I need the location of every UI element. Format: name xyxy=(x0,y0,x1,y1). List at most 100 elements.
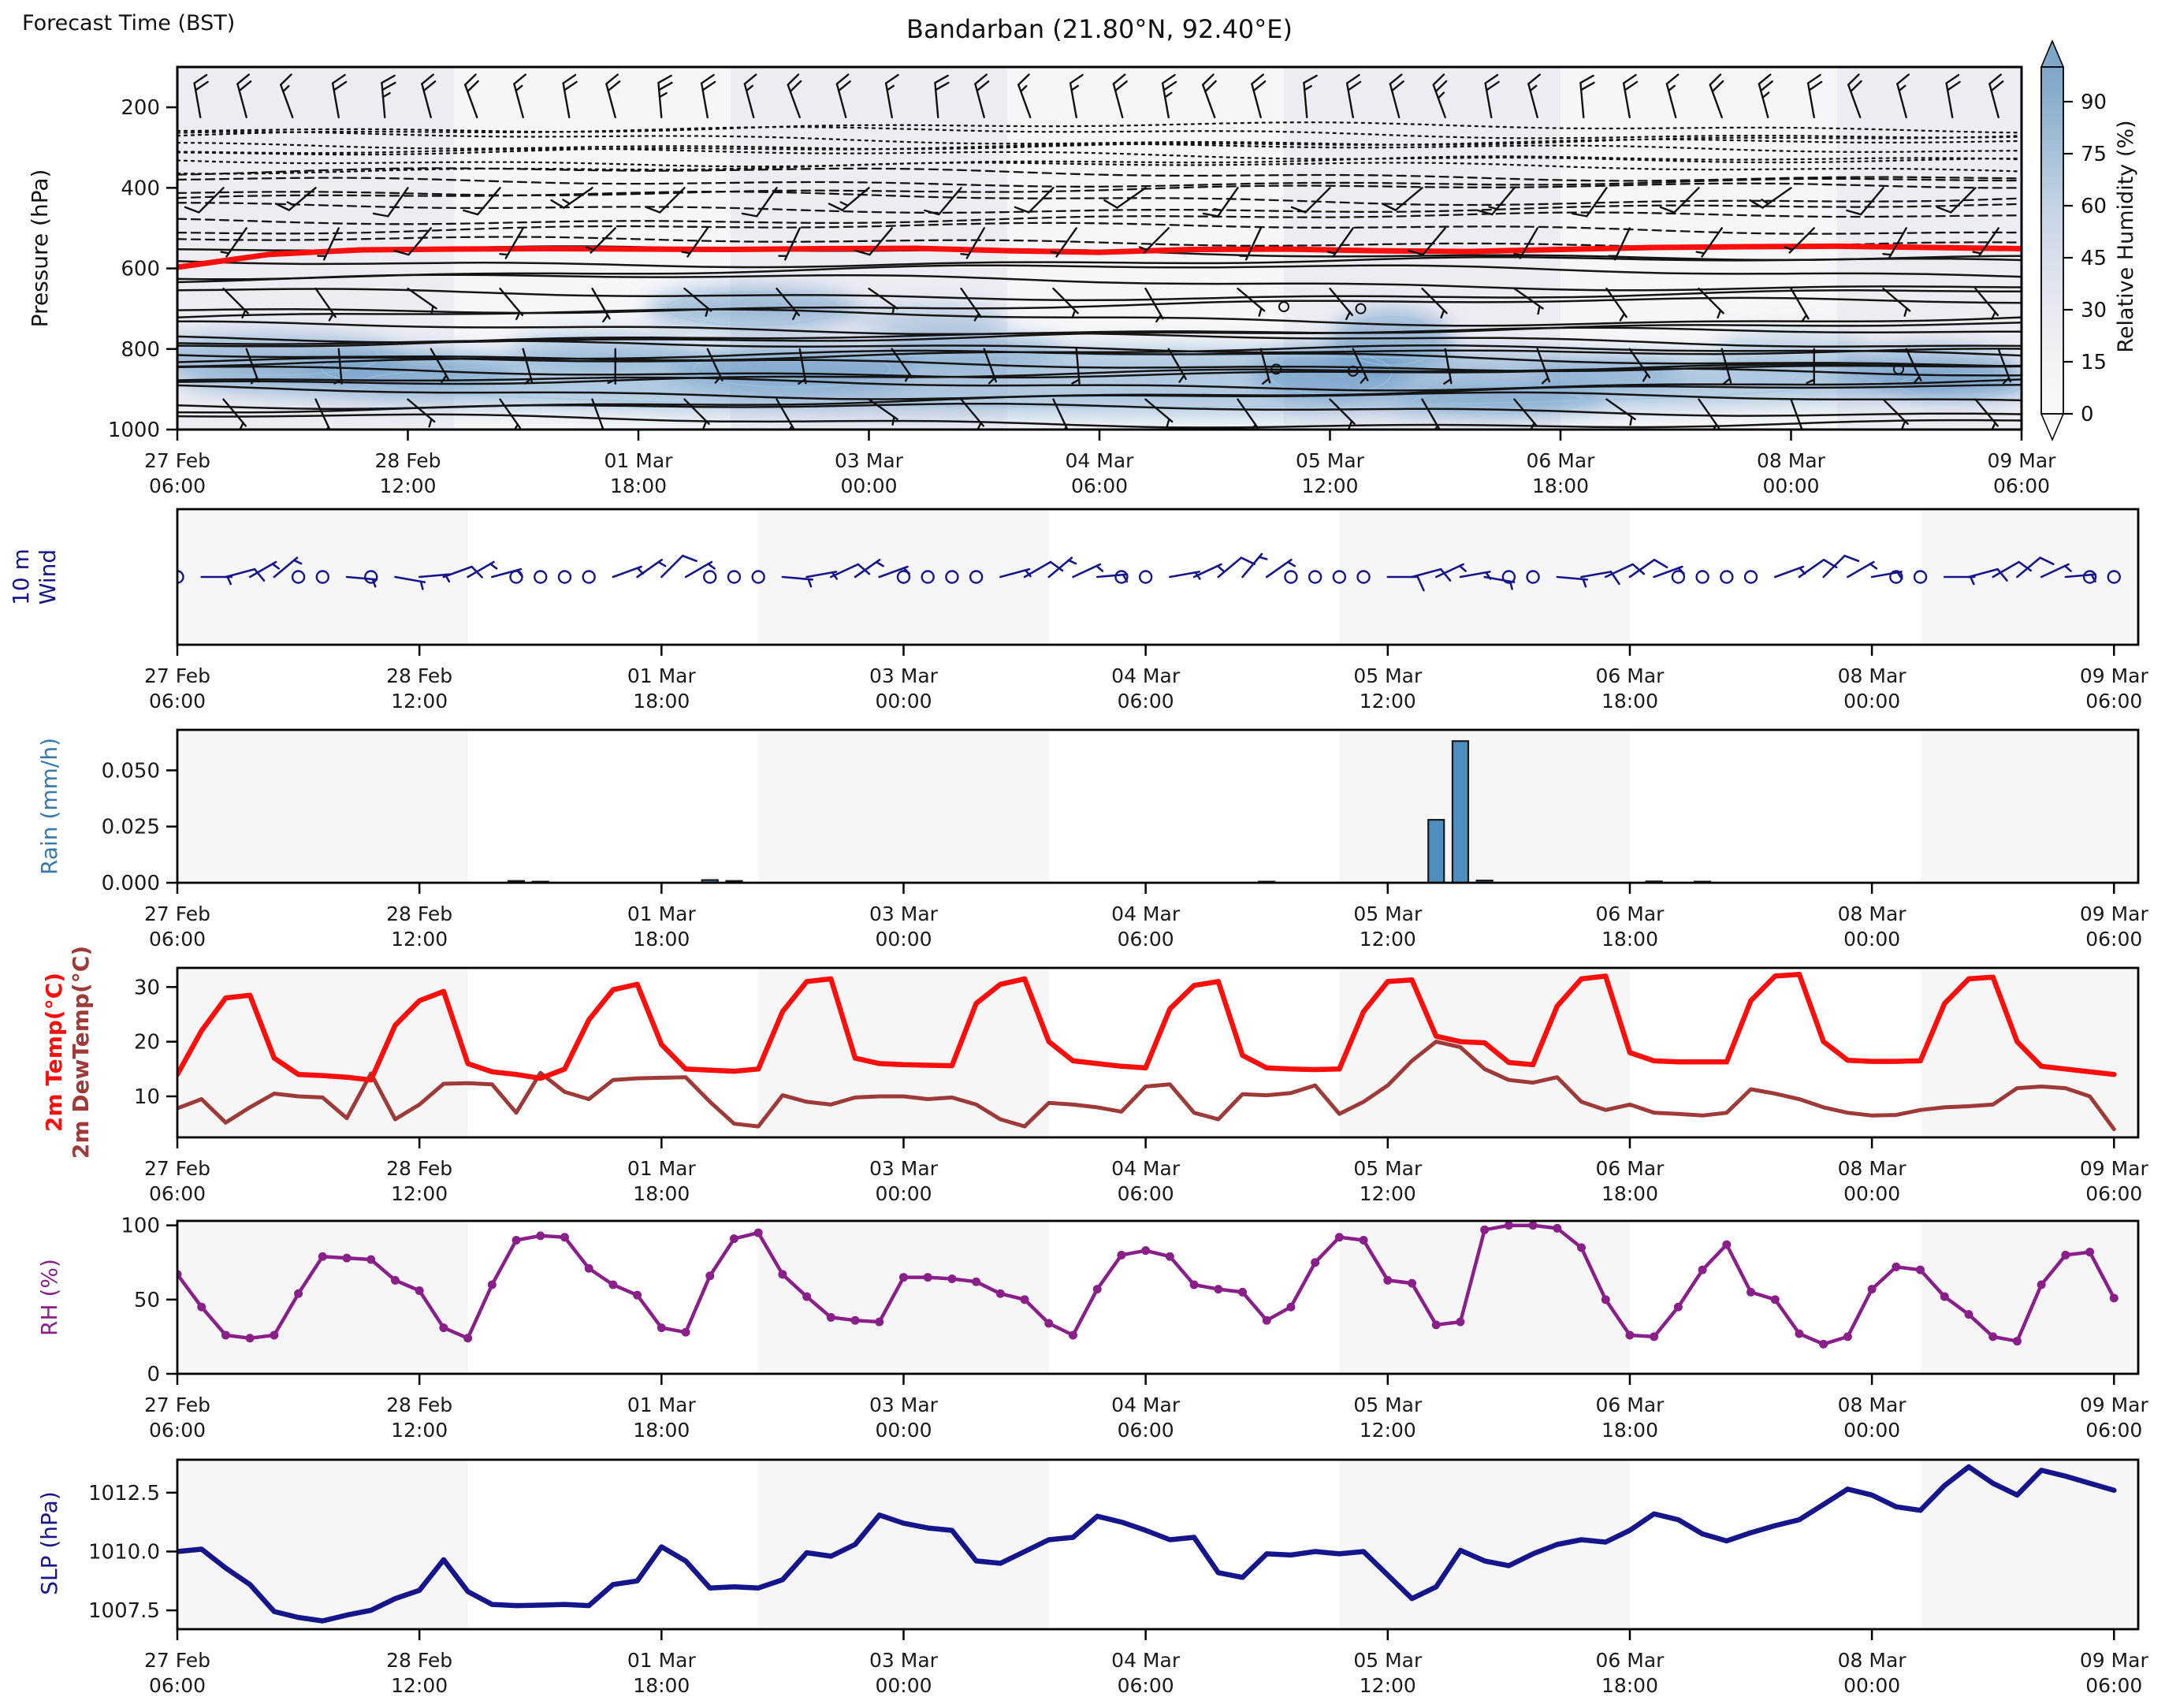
svg-text:27 Feb: 27 Feb xyxy=(144,1649,210,1672)
temp-axis-label: 2m Temp(°C) xyxy=(41,973,67,1132)
svg-text:06:00: 06:00 xyxy=(149,1182,206,1205)
svg-text:1010.0: 1010.0 xyxy=(88,1540,160,1564)
svg-text:12:00: 12:00 xyxy=(1360,1674,1416,1697)
svg-text:1000: 1000 xyxy=(108,419,160,442)
svg-text:12:00: 12:00 xyxy=(391,1674,448,1697)
svg-text:27 Feb: 27 Feb xyxy=(144,449,210,472)
svg-text:00:00: 00:00 xyxy=(1843,690,1900,713)
svg-text:12:00: 12:00 xyxy=(391,928,448,951)
svg-text:04 Mar: 04 Mar xyxy=(1066,449,1135,472)
svg-text:06:00: 06:00 xyxy=(1071,474,1128,497)
svg-text:09 Mar: 09 Mar xyxy=(2080,664,2149,687)
svg-text:03 Mar: 03 Mar xyxy=(869,1157,939,1180)
svg-text:00:00: 00:00 xyxy=(875,690,932,713)
svg-text:05 Mar: 05 Mar xyxy=(1353,902,1423,925)
svg-text:00:00: 00:00 xyxy=(1843,1182,1900,1205)
svg-text:0: 0 xyxy=(2081,403,2094,426)
svg-text:08 Mar: 08 Mar xyxy=(1838,1157,1907,1180)
svg-text:09 Mar: 09 Mar xyxy=(1988,449,2057,472)
svg-text:00:00: 00:00 xyxy=(1762,474,1819,497)
svg-text:01 Mar: 01 Mar xyxy=(627,1157,697,1180)
svg-text:60: 60 xyxy=(2081,195,2107,218)
svg-text:03 Mar: 03 Mar xyxy=(835,449,904,472)
svg-text:05 Mar: 05 Mar xyxy=(1353,1649,1423,1672)
svg-text:12:00: 12:00 xyxy=(1360,1182,1416,1205)
svg-text:00:00: 00:00 xyxy=(1843,1419,1900,1442)
svg-text:09 Mar: 09 Mar xyxy=(2080,902,2149,925)
svg-text:00:00: 00:00 xyxy=(875,1419,932,1442)
svg-text:05 Mar: 05 Mar xyxy=(1353,1394,1423,1416)
svg-text:01 Mar: 01 Mar xyxy=(627,664,697,687)
svg-text:06:00: 06:00 xyxy=(149,474,206,497)
svg-text:09 Mar: 09 Mar xyxy=(2080,1157,2149,1180)
svg-text:06:00: 06:00 xyxy=(2085,1419,2142,1442)
svg-text:12:00: 12:00 xyxy=(1360,1419,1416,1442)
svg-text:12:00: 12:00 xyxy=(391,1182,448,1205)
svg-text:04 Mar: 04 Mar xyxy=(1111,1157,1181,1180)
svg-text:06 Mar: 06 Mar xyxy=(1595,1157,1665,1180)
svg-text:01 Mar: 01 Mar xyxy=(604,449,674,472)
svg-text:06:00: 06:00 xyxy=(1118,1419,1174,1442)
svg-text:0.025: 0.025 xyxy=(102,816,160,839)
svg-text:04 Mar: 04 Mar xyxy=(1111,1394,1181,1416)
dewtemp-axis-label: 2m DewTemp(°C) xyxy=(68,946,94,1159)
svg-text:06 Mar: 06 Mar xyxy=(1595,1394,1665,1416)
chart-title: Bandarban (21.80°N, 92.40°E) xyxy=(906,14,1293,44)
svg-text:08 Mar: 08 Mar xyxy=(1838,664,1907,687)
svg-text:18:00: 18:00 xyxy=(633,928,690,951)
svg-text:08 Mar: 08 Mar xyxy=(1838,1394,1907,1416)
svg-text:0.000: 0.000 xyxy=(102,872,160,895)
svg-text:18:00: 18:00 xyxy=(1601,1182,1658,1205)
svg-text:27 Feb: 27 Feb xyxy=(144,664,210,687)
rh-axis-label: RH (%) xyxy=(36,1259,62,1336)
svg-text:06:00: 06:00 xyxy=(1118,690,1174,713)
svg-text:08 Mar: 08 Mar xyxy=(1757,449,1826,472)
svg-text:50: 50 xyxy=(134,1289,160,1312)
svg-text:03 Mar: 03 Mar xyxy=(869,664,939,687)
svg-text:00:00: 00:00 xyxy=(875,1674,932,1697)
svg-text:01 Mar: 01 Mar xyxy=(627,902,697,925)
svg-text:18:00: 18:00 xyxy=(610,474,667,497)
svg-text:0: 0 xyxy=(147,1363,160,1386)
svg-text:04 Mar: 04 Mar xyxy=(1111,902,1181,925)
svg-text:1007.5: 1007.5 xyxy=(88,1599,160,1623)
svg-text:28 Feb: 28 Feb xyxy=(386,1157,452,1180)
svg-text:01 Mar: 01 Mar xyxy=(627,1394,697,1416)
svg-text:12:00: 12:00 xyxy=(391,690,448,713)
svg-text:06:00: 06:00 xyxy=(2085,1182,2142,1205)
svg-text:06:00: 06:00 xyxy=(1993,474,2050,497)
svg-text:03 Mar: 03 Mar xyxy=(869,1649,939,1672)
svg-text:06:00: 06:00 xyxy=(149,1419,206,1442)
svg-text:12:00: 12:00 xyxy=(379,474,436,497)
svg-text:1012.5: 1012.5 xyxy=(88,1482,160,1505)
svg-text:90: 90 xyxy=(2081,91,2107,114)
svg-text:06:00: 06:00 xyxy=(2085,928,2142,951)
svg-text:0.050: 0.050 xyxy=(102,759,160,783)
svg-text:27 Feb: 27 Feb xyxy=(144,902,210,925)
svg-text:06:00: 06:00 xyxy=(1118,928,1174,951)
svg-text:04 Mar: 04 Mar xyxy=(1111,1649,1181,1672)
svg-text:06:00: 06:00 xyxy=(1118,1182,1174,1205)
svg-text:12:00: 12:00 xyxy=(391,1419,448,1442)
svg-text:06:00: 06:00 xyxy=(149,928,206,951)
rain-axis-label: Rain (mm/h) xyxy=(36,738,62,875)
svg-text:200: 200 xyxy=(121,96,160,120)
svg-text:06:00: 06:00 xyxy=(149,690,206,713)
svg-text:09 Mar: 09 Mar xyxy=(2080,1649,2149,1672)
slp-axis-label: SLP (hPa) xyxy=(36,1491,62,1595)
svg-text:00:00: 00:00 xyxy=(1843,928,1900,951)
svg-text:28 Feb: 28 Feb xyxy=(386,1649,452,1672)
svg-text:09 Mar: 09 Mar xyxy=(2080,1394,2149,1416)
svg-text:800: 800 xyxy=(121,338,160,362)
svg-text:18:00: 18:00 xyxy=(633,1674,690,1697)
svg-text:18:00: 18:00 xyxy=(1532,474,1589,497)
svg-text:06:00: 06:00 xyxy=(2085,1674,2142,1697)
svg-text:18:00: 18:00 xyxy=(633,690,690,713)
wind10m-axis-label-line1: 10 m xyxy=(8,549,34,605)
svg-text:05 Mar: 05 Mar xyxy=(1353,664,1423,687)
svg-text:12:00: 12:00 xyxy=(1301,474,1358,497)
svg-text:28 Feb: 28 Feb xyxy=(386,1394,452,1416)
svg-text:01 Mar: 01 Mar xyxy=(627,1649,697,1672)
